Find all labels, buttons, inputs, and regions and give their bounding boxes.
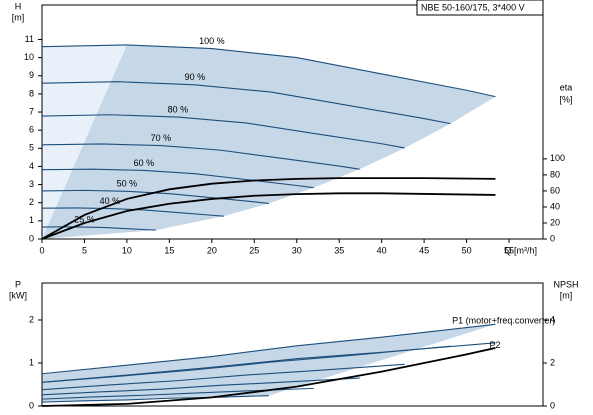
y-tick-label: 0 bbox=[29, 400, 34, 410]
y2-tick-label: 20 bbox=[550, 217, 560, 227]
y2-tick-label: 60 bbox=[550, 185, 560, 195]
y-tick-label: 3 bbox=[29, 179, 34, 189]
y-tick-label: 2 bbox=[29, 197, 34, 207]
curve bbox=[41, 44, 496, 98]
y2-tick-label: 4 bbox=[550, 314, 555, 324]
curve bbox=[41, 81, 451, 125]
x-tick-label: 30 bbox=[292, 245, 302, 255]
curve-label: 25 % bbox=[74, 214, 95, 224]
curve bbox=[41, 189, 269, 204]
y2-tick-label: 80 bbox=[550, 169, 560, 179]
x-tick-label: 25 bbox=[249, 245, 259, 255]
y-axis-unit: [m] bbox=[12, 12, 25, 22]
curve-label: 90 % bbox=[185, 72, 206, 82]
y-tick-label: 0 bbox=[29, 233, 34, 243]
y-tick-label: 1 bbox=[29, 215, 34, 225]
y-tick-label: 9 bbox=[29, 70, 34, 80]
operating-area bbox=[42, 324, 496, 403]
y2-axis-label: NPSH bbox=[553, 279, 578, 289]
x-tick-label: 10 bbox=[122, 245, 132, 255]
chart-title: NBE 50-160/175, 3*400 V bbox=[421, 2, 525, 12]
y-tick-label: 8 bbox=[29, 88, 34, 98]
curve-label: 60 % bbox=[134, 158, 155, 168]
x-axis-label: Q [m³/h] bbox=[504, 245, 537, 255]
y-tick-label: 5 bbox=[29, 143, 34, 153]
y2-tick-label: 0 bbox=[550, 400, 555, 410]
y2-tick-label: 100 bbox=[550, 153, 565, 163]
y-axis-label: H bbox=[15, 1, 22, 11]
curve-label: 50 % bbox=[117, 179, 138, 189]
y-tick-label: 7 bbox=[29, 106, 34, 116]
curve-label: P1 (motor+freq.converter) bbox=[452, 316, 555, 326]
x-tick-label: 20 bbox=[207, 245, 217, 255]
y2-axis-unit: [%] bbox=[559, 94, 572, 104]
y2-axis-label: eta bbox=[560, 82, 573, 92]
curve bbox=[41, 168, 314, 189]
plot-frame bbox=[41, 4, 544, 240]
title-box bbox=[416, 0, 544, 16]
plot-frame bbox=[41, 282, 544, 407]
curve bbox=[41, 363, 405, 391]
y-axis-label: P bbox=[15, 279, 21, 289]
operating-area bbox=[42, 44, 496, 239]
curve-label: 70 % bbox=[151, 133, 172, 143]
curve bbox=[41, 114, 405, 149]
x-tick-label: 0 bbox=[39, 245, 44, 255]
y2-axis-unit: [m] bbox=[560, 290, 573, 300]
y-tick-label: 6 bbox=[29, 125, 34, 135]
y-tick-label: 1 bbox=[29, 357, 34, 367]
secondary-curve bbox=[41, 192, 496, 240]
x-tick-label: 15 bbox=[164, 245, 174, 255]
x-tick-label: 45 bbox=[419, 245, 429, 255]
curve-label: 100 % bbox=[199, 36, 225, 46]
curve bbox=[41, 207, 224, 217]
curve-label: 80 % bbox=[168, 104, 189, 114]
secondary-curve bbox=[41, 177, 496, 240]
curve bbox=[41, 387, 314, 400]
y-tick-label: 4 bbox=[29, 161, 34, 171]
y-axis-unit: [kW] bbox=[9, 290, 27, 300]
x-tick-label: 5 bbox=[82, 245, 87, 255]
x-tick-label: 55 bbox=[504, 245, 514, 255]
curve bbox=[41, 377, 360, 396]
y-tick-label: 2 bbox=[29, 314, 34, 324]
x-tick-label: 40 bbox=[377, 245, 387, 255]
y-tick-label: 10 bbox=[24, 52, 34, 62]
curve bbox=[41, 143, 360, 170]
curve bbox=[41, 345, 451, 383]
y-tick-label: 11 bbox=[25, 34, 34, 44]
y2-tick-label: 2 bbox=[550, 357, 555, 367]
curve-label: 40 % bbox=[100, 196, 121, 206]
secondary-curve bbox=[41, 347, 496, 407]
curve bbox=[41, 323, 496, 375]
x-tick-label: 50 bbox=[462, 245, 472, 255]
y2-tick-label: 40 bbox=[550, 201, 560, 211]
x-tick-label: 35 bbox=[334, 245, 344, 255]
curve bbox=[41, 395, 269, 403]
curve-label: P2 bbox=[489, 340, 500, 350]
y2-tick-label: 0 bbox=[550, 233, 555, 243]
